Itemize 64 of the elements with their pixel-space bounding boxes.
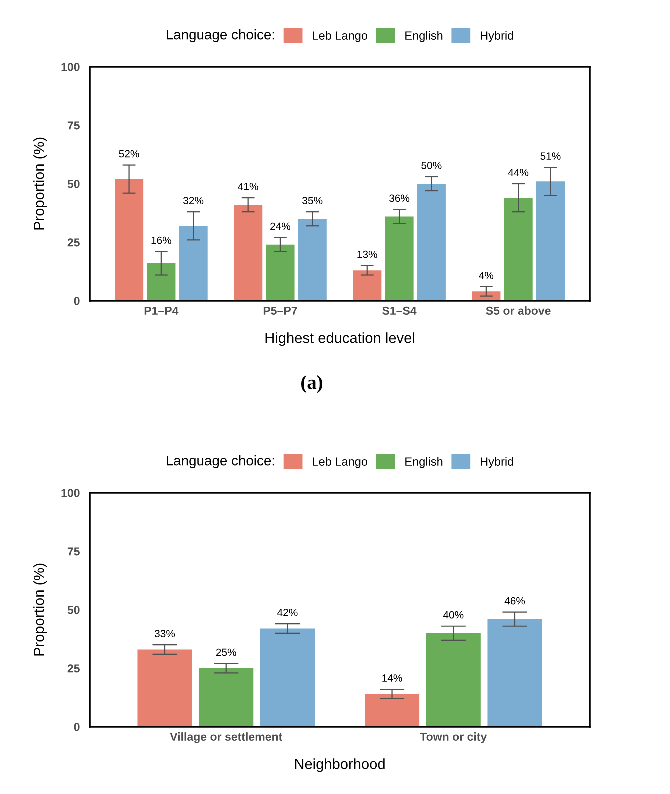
y-tick-label: 100 [62, 489, 80, 498]
data-label: 44% [508, 169, 529, 176]
bar [353, 270, 382, 301]
bar [365, 694, 420, 727]
y-axis-title: Proportion (%) [34, 564, 48, 656]
x-axis-title: Highest education level [266, 332, 414, 346]
y-tick-label: 50 [68, 180, 80, 188]
bar [488, 619, 542, 727]
x-tick-label: S1–S4 [382, 306, 417, 316]
bar [199, 668, 254, 727]
data-label: 50% [422, 162, 442, 170]
data-label: 24% [270, 222, 291, 230]
bar [234, 205, 263, 301]
bar [536, 182, 565, 301]
bar [115, 179, 144, 301]
bar [426, 633, 481, 727]
x-tick-label: Town or city [420, 732, 488, 744]
bar [504, 198, 533, 301]
legend-title: Language choice: [167, 456, 274, 468]
bar [266, 244, 295, 301]
bar [417, 184, 446, 301]
y-tick-label: 0 [74, 297, 80, 306]
bar [147, 264, 176, 301]
data-label: 14% [382, 674, 402, 682]
data-label: 36% [389, 194, 410, 202]
data-label: 25% [216, 648, 236, 656]
x-tick-label: P5–P7 [264, 306, 298, 316]
x-tick-label: Village or settlement [170, 732, 282, 744]
y-tick-label: 25 [68, 664, 80, 673]
data-label: 35% [302, 197, 323, 204]
y-tick-label: 0 [74, 723, 80, 732]
data-label: 4% [479, 272, 494, 280]
y-tick-label: 25 [68, 238, 80, 247]
legend-label: Leb Lango [313, 457, 368, 468]
data-label: 32% [184, 197, 204, 204]
data-label: 51% [540, 152, 561, 160]
data-label: 46% [504, 597, 526, 605]
y-axis-title: Proportion (%) [34, 138, 48, 230]
legend-label: Leb Lango [313, 31, 368, 42]
text: (a) [302, 376, 322, 394]
legend-label: English [406, 31, 443, 42]
data-label: 33% [154, 630, 176, 638]
x-tick-label: P1–P4 [144, 306, 179, 315]
data-label: 40% [443, 611, 464, 619]
bar [179, 226, 208, 301]
data-label: 52% [119, 150, 140, 158]
bar [385, 216, 414, 301]
y-tick-label: 50 [68, 606, 80, 614]
legend-title: Language choice: [167, 30, 274, 42]
legend-label: English [406, 457, 443, 468]
bar [298, 219, 327, 301]
x-axis-title: Neighborhood [295, 758, 385, 772]
data-label: 16% [152, 236, 172, 244]
y-tick-label: 75 [68, 548, 80, 556]
bar [138, 650, 192, 727]
data-label: 42% [278, 609, 298, 616]
y-tick-label: 75 [68, 122, 80, 130]
y-tick-label: 100 [62, 63, 80, 72]
data-label: 13% [358, 250, 378, 258]
x-tick-label: S5 or above [486, 306, 551, 316]
legend-label: Hybrid [480, 457, 514, 468]
bar [260, 628, 315, 727]
legend-label: Hybrid [480, 31, 514, 42]
data-label: 41% [238, 183, 258, 190]
